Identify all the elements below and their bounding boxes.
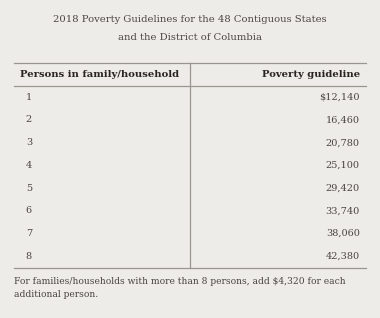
Text: 38,060: 38,060 [326,229,360,238]
Text: 2: 2 [26,115,32,124]
Text: 3: 3 [26,138,32,147]
Text: 2018 Poverty Guidelines for the 48 Contiguous States: 2018 Poverty Guidelines for the 48 Conti… [53,15,327,24]
Text: 8: 8 [26,252,32,261]
Text: 5: 5 [26,184,32,193]
Text: 42,380: 42,380 [326,252,360,261]
Text: $12,140: $12,140 [319,93,360,102]
Text: 1: 1 [26,93,32,102]
Text: 25,100: 25,100 [326,161,360,170]
Text: and the District of Columbia: and the District of Columbia [118,33,262,42]
Text: 4: 4 [26,161,32,170]
Text: 6: 6 [26,206,32,215]
Text: For families/households with more than 8 persons, add $4,320 for each
additional: For families/households with more than 8… [14,277,346,299]
Text: 20,780: 20,780 [326,138,360,147]
Text: 7: 7 [26,229,32,238]
Text: 16,460: 16,460 [326,115,360,124]
Text: Poverty guideline: Poverty guideline [262,70,360,79]
Text: 33,740: 33,740 [326,206,360,215]
Text: Persons in family/household: Persons in family/household [20,70,179,79]
Text: 29,420: 29,420 [326,184,360,193]
